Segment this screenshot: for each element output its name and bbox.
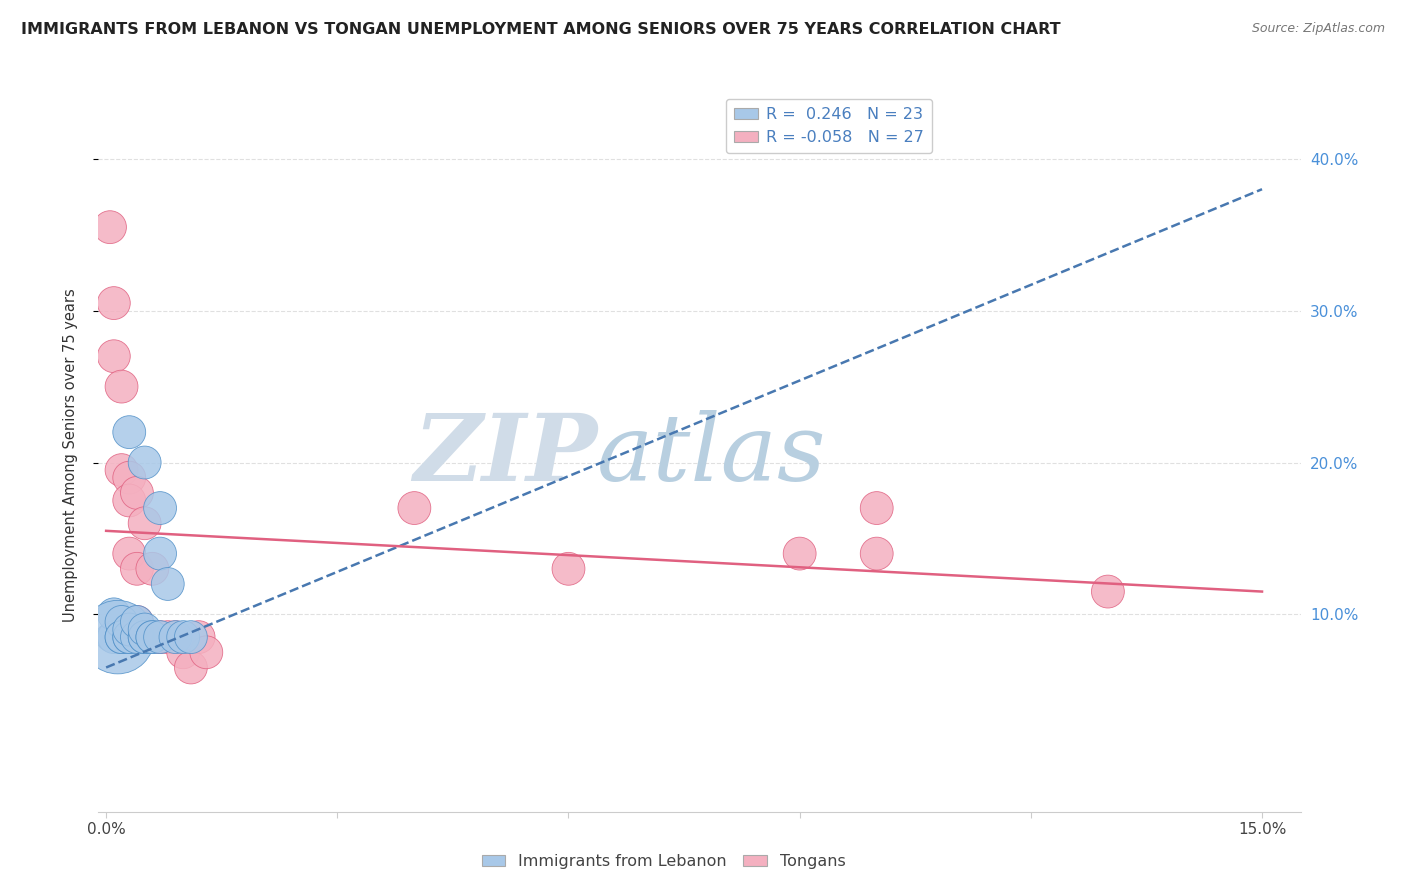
Point <box>118 425 141 439</box>
Text: ZIP: ZIP <box>413 410 598 500</box>
Point <box>110 463 132 477</box>
Point <box>107 630 129 644</box>
Point <box>103 349 125 363</box>
Point <box>165 630 187 644</box>
Legend: Immigrants from Lebanon, Tongans: Immigrants from Lebanon, Tongans <box>475 847 852 875</box>
Point <box>195 645 218 659</box>
Point <box>557 562 579 576</box>
Point <box>110 630 132 644</box>
Point <box>1097 584 1119 599</box>
Point <box>103 630 125 644</box>
Point <box>141 630 163 644</box>
Point <box>118 623 141 637</box>
Point <box>134 456 156 470</box>
Point <box>404 501 426 516</box>
Point <box>103 607 125 622</box>
Point <box>118 493 141 508</box>
Point <box>141 562 163 576</box>
Point <box>172 630 194 644</box>
Point <box>156 577 179 591</box>
Point <box>125 486 148 500</box>
Point <box>149 630 172 644</box>
Point <box>125 615 148 629</box>
Point <box>866 501 889 516</box>
Point <box>110 615 132 629</box>
Y-axis label: Unemployment Among Seniors over 75 years: Unemployment Among Seniors over 75 years <box>63 288 77 622</box>
Point <box>149 630 172 644</box>
Point <box>118 630 141 644</box>
Point <box>118 630 141 644</box>
Point <box>134 630 156 644</box>
Point <box>165 630 187 644</box>
Point <box>866 547 889 561</box>
Point <box>98 220 121 235</box>
Point <box>156 630 179 644</box>
Text: atlas: atlas <box>598 410 827 500</box>
Point <box>118 547 141 561</box>
Point <box>187 630 209 644</box>
Point <box>141 630 163 644</box>
Point <box>789 547 811 561</box>
Text: IMMIGRANTS FROM LEBANON VS TONGAN UNEMPLOYMENT AMONG SENIORS OVER 75 YEARS CORRE: IMMIGRANTS FROM LEBANON VS TONGAN UNEMPL… <box>21 22 1060 37</box>
Point <box>110 630 132 644</box>
Point <box>134 516 156 531</box>
Point <box>180 660 202 674</box>
Point <box>149 547 172 561</box>
Point <box>149 501 172 516</box>
Point <box>118 471 141 485</box>
Point <box>180 630 202 644</box>
Point <box>125 615 148 629</box>
Point <box>125 630 148 644</box>
Point <box>103 296 125 310</box>
Point <box>172 645 194 659</box>
Point <box>134 623 156 637</box>
Text: Source: ZipAtlas.com: Source: ZipAtlas.com <box>1251 22 1385 36</box>
Point <box>110 379 132 393</box>
Point <box>134 630 156 644</box>
Point <box>134 630 156 644</box>
Point <box>125 562 148 576</box>
Point <box>98 630 121 644</box>
